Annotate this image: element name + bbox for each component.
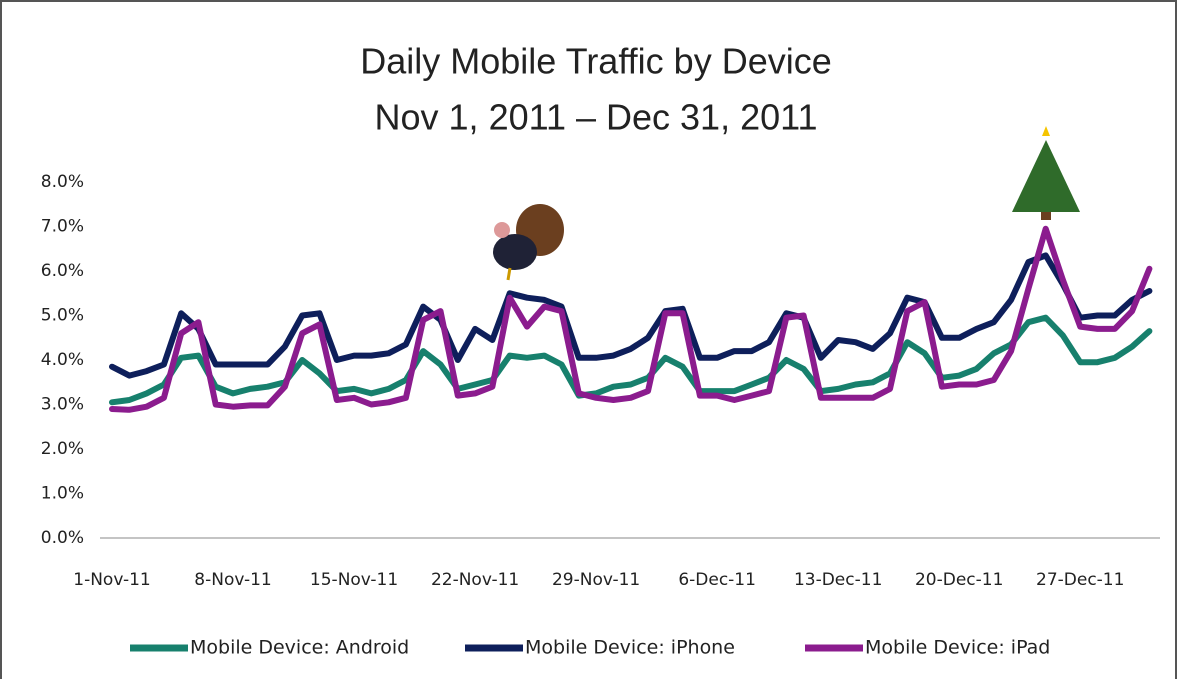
y-tick-label: 3.0% — [41, 395, 84, 415]
x-tick-label: 22-Nov-11 — [431, 570, 519, 590]
chart-title: Daily Mobile Traffic by Device — [360, 41, 832, 82]
chart-subtitle: Nov 1, 2011 – Dec 31, 2011 — [375, 97, 818, 138]
y-tick-label: 7.0% — [41, 217, 84, 237]
x-tick-label: 20-Dec-11 — [915, 570, 1003, 590]
x-tick-label: 6-Dec-11 — [678, 570, 756, 590]
x-tick-label: 29-Nov-11 — [552, 570, 640, 590]
legend-label: Mobile Device: iPad — [865, 637, 1050, 659]
x-tick-label: 1-Nov-11 — [73, 570, 150, 590]
x-tick-label: 15-Nov-11 — [310, 570, 398, 590]
series-line — [109, 225, 1153, 413]
y-tick-label: 8.0% — [41, 172, 84, 192]
legend-label: Mobile Device: Android — [190, 637, 409, 659]
turkey-icon — [493, 204, 564, 281]
series-line — [109, 252, 1153, 379]
x-tick-label: 27-Dec-11 — [1036, 570, 1124, 590]
x-tick-label: 13-Dec-11 — [794, 570, 882, 590]
y-tick-label: 0.0% — [41, 528, 84, 548]
x-tick-label: 8-Nov-11 — [194, 570, 271, 590]
y-tick-label: 1.0% — [41, 484, 84, 504]
y-tick-label: 5.0% — [41, 306, 84, 326]
legend-label: Mobile Device: iPhone — [525, 637, 735, 659]
y-tick-label: 2.0% — [41, 439, 84, 459]
y-tick-label: 4.0% — [41, 350, 84, 370]
tree-icon — [1012, 126, 1080, 220]
y-tick-label: 6.0% — [41, 261, 84, 281]
